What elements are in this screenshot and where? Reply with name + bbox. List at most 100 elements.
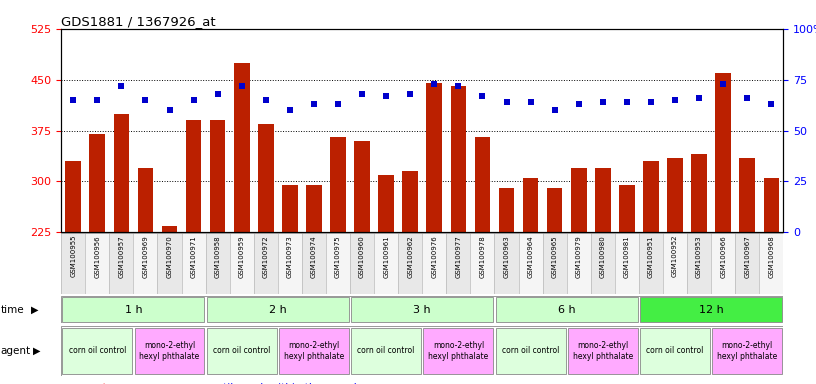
Text: agent: agent — [1, 346, 31, 356]
Text: GSM100960: GSM100960 — [359, 235, 365, 278]
Point — [187, 97, 200, 103]
Point — [452, 83, 465, 89]
Bar — [206, 233, 230, 294]
Text: GSM100980: GSM100980 — [600, 235, 605, 278]
Bar — [639, 233, 663, 294]
Text: GSM100961: GSM100961 — [384, 235, 389, 278]
Point — [211, 91, 224, 97]
Text: GSM100978: GSM100978 — [480, 235, 486, 278]
Text: GSM100965: GSM100965 — [552, 235, 557, 278]
Point — [668, 97, 681, 103]
Bar — [330, 137, 346, 232]
Point — [572, 101, 585, 107]
Bar — [134, 233, 157, 294]
Bar — [640, 297, 783, 322]
Text: corn oil control: corn oil control — [69, 346, 126, 356]
Bar — [523, 178, 539, 232]
Bar — [109, 233, 134, 294]
Point — [500, 99, 513, 105]
Text: GSM100963: GSM100963 — [503, 235, 509, 278]
Bar — [181, 233, 206, 294]
Text: GSM100958: GSM100958 — [215, 235, 220, 278]
Bar — [234, 63, 250, 232]
Text: GSM100962: GSM100962 — [407, 235, 413, 278]
Text: GSM100974: GSM100974 — [311, 235, 317, 278]
Bar — [230, 233, 254, 294]
Text: GSM100956: GSM100956 — [95, 235, 100, 278]
Text: mono-2-ethyl
hexyl phthalate: mono-2-ethyl hexyl phthalate — [140, 341, 200, 361]
Bar — [495, 297, 638, 322]
Point — [404, 91, 417, 97]
Bar — [591, 233, 615, 294]
Point — [331, 101, 344, 107]
Text: 6 h: 6 h — [558, 305, 575, 314]
Text: mono-2-ethyl
hexyl phthalate: mono-2-ethyl hexyl phthalate — [284, 341, 344, 361]
Bar — [351, 297, 494, 322]
Bar — [663, 233, 687, 294]
Text: corn oil control: corn oil control — [213, 346, 270, 356]
Point — [67, 97, 80, 103]
Text: GSM100968: GSM100968 — [769, 235, 774, 278]
Bar — [595, 168, 610, 232]
Text: 3 h: 3 h — [414, 305, 431, 314]
Bar — [277, 233, 302, 294]
Bar — [640, 328, 710, 374]
Text: GSM100955: GSM100955 — [70, 235, 76, 277]
Bar — [691, 154, 707, 232]
Bar — [90, 134, 105, 232]
Bar — [306, 185, 322, 232]
Point — [596, 99, 610, 105]
Bar — [450, 86, 466, 232]
Text: 2 h: 2 h — [269, 305, 286, 314]
Point — [308, 101, 321, 107]
Text: GDS1881 / 1367926_at: GDS1881 / 1367926_at — [61, 15, 215, 28]
Bar — [62, 297, 205, 322]
Text: corn oil control: corn oil control — [646, 346, 703, 356]
Text: GSM100977: GSM100977 — [455, 235, 461, 278]
Bar — [258, 124, 273, 232]
Bar — [566, 233, 591, 294]
Text: GSM100966: GSM100966 — [721, 235, 726, 278]
Text: GSM100952: GSM100952 — [672, 235, 678, 277]
Text: ■  count: ■ count — [61, 383, 107, 384]
Point — [620, 99, 633, 105]
Text: GSM100972: GSM100972 — [263, 235, 268, 278]
Bar — [351, 328, 421, 374]
Bar — [206, 328, 277, 374]
Text: ■  percentile rank within the sample: ■ percentile rank within the sample — [171, 383, 363, 384]
Bar — [499, 188, 514, 232]
Point — [235, 83, 248, 89]
Bar — [711, 233, 735, 294]
Point — [645, 99, 658, 105]
Text: mono-2-ethyl
hexyl phthalate: mono-2-ethyl hexyl phthalate — [573, 341, 633, 361]
Point — [356, 91, 369, 97]
Text: GSM100976: GSM100976 — [432, 235, 437, 278]
Text: ▶: ▶ — [33, 346, 40, 356]
Bar — [379, 175, 394, 232]
Text: GSM100981: GSM100981 — [624, 235, 630, 278]
Bar — [470, 233, 494, 294]
Text: GSM100953: GSM100953 — [696, 235, 702, 278]
Point — [163, 107, 176, 113]
Bar — [615, 233, 639, 294]
Bar — [571, 168, 587, 232]
Text: time: time — [1, 305, 24, 314]
Point — [379, 93, 392, 99]
Bar — [350, 233, 374, 294]
Text: GSM100975: GSM100975 — [335, 235, 341, 278]
Bar — [424, 328, 494, 374]
Point — [693, 95, 706, 101]
Bar — [543, 233, 566, 294]
Point — [741, 95, 754, 101]
Bar — [65, 161, 81, 232]
Text: GSM100951: GSM100951 — [648, 235, 654, 278]
Point — [548, 107, 561, 113]
Text: GSM100959: GSM100959 — [239, 235, 245, 278]
Point — [283, 107, 296, 113]
Bar — [374, 233, 398, 294]
Bar — [643, 161, 659, 232]
Bar — [210, 120, 225, 232]
Text: GSM100971: GSM100971 — [191, 235, 197, 278]
Point — [765, 101, 778, 107]
Bar — [764, 178, 779, 232]
